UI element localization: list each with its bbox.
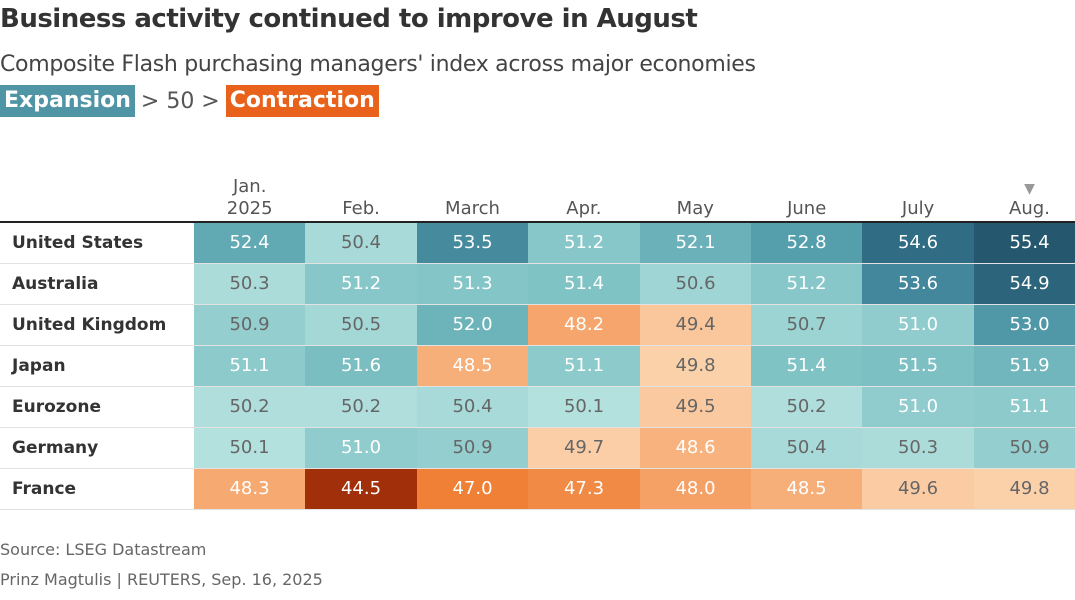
table-row: United Kingdom 50.9 50.5 52.0 48.2 49.4 50.7 51… [0,305,1075,346]
heatmap-cell: 50.6 [640,264,751,304]
column-header: ▼ Aug. [974,150,1075,220]
heatmap-cell: 50.9 [417,428,528,468]
heatmap-cell: 51.3 [417,264,528,304]
legend-threshold-text: > 50 > [140,88,220,114]
column-header: Jan. 2025 [194,150,305,220]
heatmap-cell: 48.5 [417,346,528,386]
heatmap-cell: 49.8 [640,346,751,386]
heatmap-cell: 55.4 [974,223,1075,263]
heatmap-cell: 48.0 [640,469,751,509]
heatmap-cell: 51.0 [305,428,417,468]
heatmap-cell: 50.4 [305,223,417,263]
heatmap-cell: 53.0 [974,305,1075,345]
country-label: United States [12,233,144,253]
heatmap-cell: 50.5 [305,305,417,345]
table-row: Australia 50.3 51.2 51.3 51.4 50.6 51.2 53.6 54.… [0,264,1075,305]
column-header: Feb. [305,150,416,220]
heatmap-cell: 47.0 [417,469,528,509]
heatmap-cell: 48.6 [640,428,751,468]
heatmap-cell: 51.1 [528,346,640,386]
heatmap-cell: 50.4 [417,387,528,427]
heatmap-cell: 51.6 [305,346,417,386]
country-label: Japan [12,356,66,376]
heatmap-cell: 50.2 [751,387,862,427]
country-label: Germany [12,438,99,458]
heatmap-cell: 53.5 [417,223,528,263]
heatmap-cell: 44.5 [305,469,417,509]
column-header: Apr. [528,150,639,220]
heatmap-cell: 48.5 [751,469,862,509]
heatmap-cell: 50.1 [194,428,305,468]
column-header-line1: Jan. [232,176,267,197]
heatmap-cell: 48.2 [528,305,640,345]
column-header-line2: May [676,198,714,219]
heatmap-cell: 50.1 [528,387,640,427]
country-label: Eurozone [12,397,101,417]
heatmap-cell: 50.9 [194,305,305,345]
chart-title: Business activity continued to improve i… [0,4,698,34]
table-row: France 48.3 44.5 47.0 47.3 48.0 48.5 49.6 49.8 [0,469,1075,510]
table-row: Germany 50.1 51.0 50.9 49.7 48.6 50.4 50.3 50.9 [0,428,1075,469]
column-header-line2: 2025 [226,198,273,219]
country-label: United Kingdom [12,315,167,335]
table-row: Eurozone 50.2 50.2 50.4 50.1 49.5 50.2 51.0 51.1 [0,387,1075,428]
heatmap-cell: 51.9 [974,346,1075,386]
heatmap-cell: 49.6 [862,469,974,509]
column-header: May [640,150,751,220]
heatmap-cell: 54.9 [974,264,1075,304]
heatmap-cell: 52.4 [194,223,305,263]
header-rule [0,221,1075,223]
column-header: June [751,150,862,220]
latest-month-marker-icon: ▼ [1024,181,1035,197]
heatmap-cell: 51.1 [194,346,305,386]
heatmap-cell: 52.1 [640,223,751,263]
byline: Prinz Magtulis | REUTERS, Sep. 16, 2025 [0,570,323,589]
column-header-line2: June [787,198,827,219]
column-header-line2: Feb. [342,198,380,219]
heatmap-cell: 52.8 [751,223,862,263]
heatmap-cell: 50.3 [862,428,974,468]
heatmap-cell: 51.2 [305,264,417,304]
heatmap-cell: 50.4 [751,428,862,468]
column-header-line2: July [901,198,935,219]
column-header-line2: March [445,198,500,219]
heatmap-cell: 50.9 [974,428,1075,468]
contraction-legend-chip: Contraction [225,85,379,117]
heatmap-cell: 49.4 [640,305,751,345]
country-label: France [12,479,77,499]
heatmap-cell: 51.1 [974,387,1075,427]
table-row: Japan 51.1 51.6 48.5 51.1 49.8 51.4 51.5 51.9 [0,346,1075,387]
source-note: Source: LSEG Datastream [0,540,207,559]
table-row: United States 52.4 50.4 53.5 51.2 52.1 52.8 54.… [0,223,1075,264]
heatmap-cell: 51.2 [528,223,640,263]
heatmap-cell: 47.3 [528,469,640,509]
heatmap-cell: 50.2 [305,387,417,427]
chart-subtitle: Composite Flash purchasing managers' ind… [0,52,756,77]
expansion-legend-chip: Expansion [0,85,135,117]
heatmap-cell: 50.7 [751,305,862,345]
country-label: Australia [12,274,99,294]
heatmap-cell: 50.2 [194,387,305,427]
column-header: July [862,150,973,220]
heatmap-cell: 49.8 [974,469,1075,509]
heatmap-cell: 54.6 [862,223,974,263]
heatmap-cell: 48.3 [194,469,305,509]
color-legend: Expansion > 50 > Contraction [0,84,379,118]
heatmap-cell: 51.4 [751,346,862,386]
heatmap-cell: 51.0 [862,305,974,345]
heatmap-cell: 49.5 [640,387,751,427]
heatmap-cell: 51.5 [862,346,974,386]
column-header-line2: Apr. [566,198,602,219]
heatmap-cell: 52.0 [417,305,528,345]
heatmap-cell: 51.0 [862,387,974,427]
heatmap-cell: 51.4 [528,264,640,304]
heatmap-cell: 51.2 [751,264,862,304]
heatmap-cell: 53.6 [862,264,974,304]
heatmap-cell: 49.7 [528,428,640,468]
column-header-line2: Aug. [1009,198,1050,219]
heatmap-cell: 50.3 [194,264,305,304]
column-header: March [417,150,528,220]
